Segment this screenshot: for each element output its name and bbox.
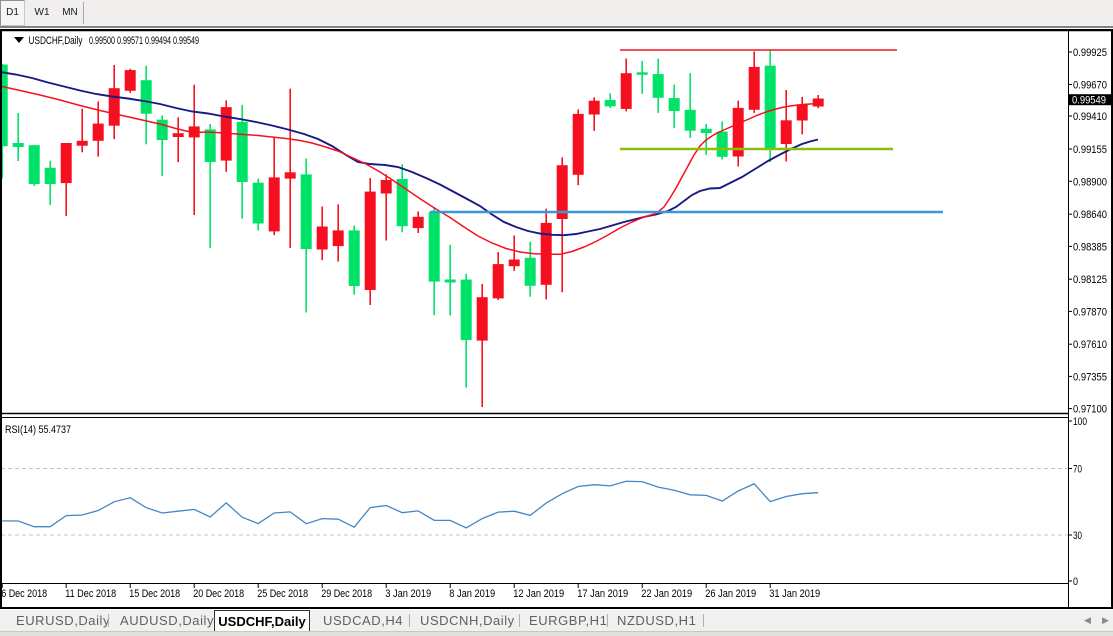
svg-text:3 Jan 2019: 3 Jan 2019 xyxy=(385,588,431,600)
svg-text:0.98385: 0.98385 xyxy=(1073,241,1107,253)
svg-text:6 Dec 2018: 6 Dec 2018 xyxy=(1,588,47,600)
svg-text:RSI(14) 55.4737: RSI(14) 55.4737 xyxy=(5,424,71,436)
svg-text:0.99925: 0.99925 xyxy=(1073,47,1107,59)
svg-text:0.97870: 0.97870 xyxy=(1073,306,1107,318)
svg-text:0.98125: 0.98125 xyxy=(1073,274,1107,286)
svg-text:0.99155: 0.99155 xyxy=(1073,144,1107,156)
svg-text:31 Jan 2019: 31 Jan 2019 xyxy=(769,588,820,600)
svg-text:20 Dec 2018: 20 Dec 2018 xyxy=(193,588,244,600)
svg-text:0.99410: 0.99410 xyxy=(1073,111,1107,123)
svg-text:26 Jan 2019: 26 Jan 2019 xyxy=(705,588,756,600)
svg-text:17 Jan 2019: 17 Jan 2019 xyxy=(577,588,628,600)
svg-text:70: 70 xyxy=(1073,464,1082,476)
svg-text:100: 100 xyxy=(1073,416,1087,428)
svg-text:0.97355: 0.97355 xyxy=(1073,371,1107,383)
svg-text:30: 30 xyxy=(1073,530,1082,542)
svg-text:29 Dec 2018: 29 Dec 2018 xyxy=(321,588,372,600)
svg-text:11 Dec 2018: 11 Dec 2018 xyxy=(65,588,116,600)
svg-text:0.97100: 0.97100 xyxy=(1073,404,1107,416)
svg-text:0.98900: 0.98900 xyxy=(1073,176,1107,188)
svg-text:0.99670: 0.99670 xyxy=(1073,80,1107,92)
svg-text:22 Jan 2019: 22 Jan 2019 xyxy=(641,588,692,600)
svg-text:0.99500 0.99571 0.99494 0.9954: 0.99500 0.99571 0.99494 0.99549 xyxy=(89,35,199,47)
svg-text:0: 0 xyxy=(1073,576,1078,588)
svg-text:25 Dec 2018: 25 Dec 2018 xyxy=(257,588,308,600)
svg-text:15 Dec 2018: 15 Dec 2018 xyxy=(129,588,180,600)
svg-text:12 Jan 2019: 12 Jan 2019 xyxy=(513,588,564,600)
svg-text:0.99549: 0.99549 xyxy=(1072,95,1106,107)
svg-text:0.98640: 0.98640 xyxy=(1073,209,1107,221)
svg-text:0.97610: 0.97610 xyxy=(1073,339,1107,351)
svg-text:8 Jan 2019: 8 Jan 2019 xyxy=(449,588,495,600)
svg-text:USDCHF,Daily: USDCHF,Daily xyxy=(29,35,83,47)
